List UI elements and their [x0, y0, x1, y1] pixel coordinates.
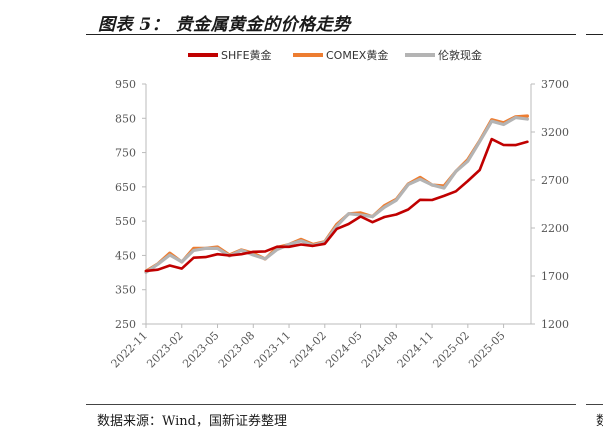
legend-label-london: 伦敦现金	[438, 48, 482, 62]
x-tick-label: 2023-08	[216, 329, 258, 371]
left-tick-label: 750	[115, 147, 136, 160]
x-tick-label: 2023-02	[144, 329, 186, 371]
x-tick-label: 2025-05	[466, 329, 508, 371]
left-tick-label: 450	[115, 249, 136, 262]
x-tick-label: 2023-05	[180, 329, 222, 371]
right-tick-label: 3200	[541, 126, 569, 139]
left-tick-label: 950	[115, 78, 136, 91]
right-y-ticks: 3700 3200 2700 2200 1700 1200	[531, 78, 569, 331]
legend: SHFE黄金 COMEX黄金 伦敦现金	[188, 48, 482, 62]
source-note-right: 数	[596, 414, 603, 429]
right-tick-label: 1200	[541, 318, 569, 331]
x-tick-label: 2023-11	[252, 329, 294, 371]
left-tick-label: 850	[115, 112, 136, 125]
series-line-shfe	[144, 137, 529, 273]
right-tick-label: 3700	[541, 78, 569, 91]
left-tick-label: 650	[115, 181, 136, 194]
right-tick-label: 2200	[541, 222, 569, 235]
x-tick-label: 2024-02	[287, 329, 329, 371]
series-line-london	[144, 115, 530, 274]
x-tick-label: 2025-02	[430, 329, 472, 371]
left-tick-label: 250	[115, 318, 136, 331]
x-tick-label: 2024-08	[359, 329, 401, 371]
series-lines	[144, 114, 530, 274]
x-tick-label: 2024-05	[323, 329, 365, 371]
bottom-rule	[86, 404, 576, 405]
legend-label-comex: COMEX黄金	[326, 48, 388, 62]
x-ticks: 2022-112023-022023-052023-082023-112024-…	[109, 324, 508, 370]
left-y-ticks: 950 850 750 650 550 450 350 250	[115, 78, 146, 331]
source-note: 数据来源：Wind，国新证券整理	[97, 414, 287, 429]
top-rule-right	[586, 34, 603, 35]
right-tick-label: 2700	[541, 174, 569, 187]
figure-title: 图表 5： 贵金属黄金的价格走势	[98, 15, 351, 35]
left-tick-label: 350	[115, 284, 136, 297]
left-tick-label: 550	[115, 215, 136, 228]
right-tick-label: 1700	[541, 270, 569, 283]
legend-label-shfe: SHFE黄金	[221, 48, 272, 62]
top-rule	[86, 34, 576, 35]
bottom-rule-right	[586, 404, 603, 405]
x-tick-label: 2022-11	[109, 329, 151, 371]
x-tick-label: 2024-11	[395, 329, 437, 371]
axes	[145, 84, 532, 325]
